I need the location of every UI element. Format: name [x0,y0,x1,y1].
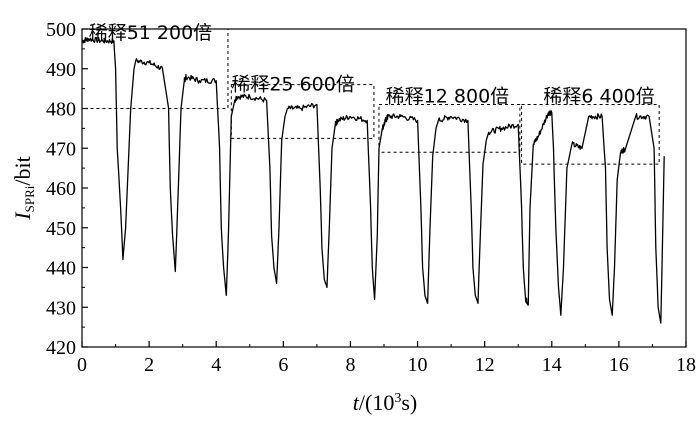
annotation-boxes [81,28,660,165]
series-line-spri-intensity [81,36,665,324]
x-tick-label-2: 4 [211,354,221,376]
x-axis-var: t [353,390,360,415]
y-tick-label-0: 420 [46,337,76,359]
y-tick-label-1: 430 [46,297,76,319]
plot-frame [81,28,687,348]
annotation-label-2: 稀释12 800倍 [386,86,509,108]
x-tick-label-9: 18 [676,354,696,376]
x-axis-title: t/(103s) [353,390,417,415]
y-tick-label-4: 460 [46,178,76,200]
y-axis-title: ISPRi/bit [10,156,37,220]
x-axis-unit-pre: /(10 [359,390,394,415]
annotation-label-3: 稀释6 400倍 [543,86,654,108]
annotation-label-1: 稀释25 600倍 [231,74,354,96]
y-tick-label-7: 490 [46,59,76,81]
y-tick-label-3: 450 [46,218,76,240]
ticks-group [81,28,687,348]
tick-labels-group: 0 2 4 6 8 10 12 14 16 18 420 430 440 450 460 470 480 490 5… [46,19,696,376]
x-tick-label-3: 6 [278,354,288,376]
y-axis-unit: /bit [10,156,35,185]
x-tick-label-0: 0 [77,354,87,376]
y-tick-label-6: 480 [46,99,76,121]
annotation-box-0 [81,28,229,109]
y-tick-label-5: 470 [46,138,76,160]
plot-frame-group [81,28,687,348]
x-tick-label-4: 8 [345,354,355,376]
y-axis-sub: SPRi [22,185,37,212]
annotation-label-0: 稀释51 200倍 [89,22,212,44]
x-axis-unit-sup: 3 [394,391,401,406]
y-axis-var: I [10,211,35,221]
y-tick-label-2: 440 [46,258,76,280]
x-tick-label-8: 16 [609,354,629,376]
x-tick-label-1: 2 [144,354,154,376]
annotation-box-3 [521,104,660,165]
y-tick-label-8: 500 [46,19,76,41]
x-tick-label-6: 12 [475,354,495,376]
x-tick-label-7: 14 [542,354,562,376]
annotation-box-1 [230,84,375,139]
x-tick-label-5: 10 [408,354,428,376]
x-axis-unit-post: s) [401,390,417,415]
annotation-box-2 [378,104,521,153]
